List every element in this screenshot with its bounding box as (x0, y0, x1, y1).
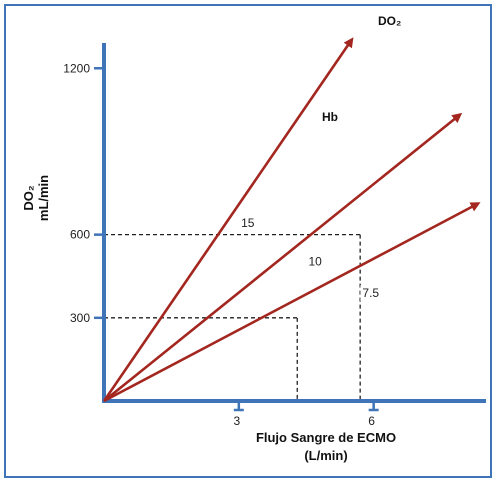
series-label-bg-hb-7.5 (360, 285, 382, 302)
series-line-hb-7.5 (103, 202, 481, 403)
legend-title-hb: Hb (322, 110, 338, 124)
x-axis-title-line2: (L/min) (304, 448, 347, 463)
series-label-bg-hb-15 (239, 215, 257, 232)
series-label-bg-hb-10 (306, 253, 325, 270)
y-tick-label-600: 600 (70, 228, 90, 242)
series-line-hb-10 (103, 112, 463, 403)
y-axis-title-line1: DO₂ (21, 185, 36, 211)
chart-title: DO₂ (378, 14, 401, 28)
y-tick-label-1200: 1200 (63, 61, 90, 75)
y-axis-title-line2: mL/min (36, 175, 51, 221)
series-line-hb-15 (102, 37, 354, 402)
series-label-hb-7.5: 7.5 (362, 286, 379, 300)
y-tick-label-300: 300 (70, 311, 90, 325)
series-label-hb-15: 15 (241, 216, 255, 230)
series-label-hb-10: 10 (308, 255, 322, 269)
x-tick-label-3: 3 (233, 414, 240, 428)
x-axis-title-line1: Flujo Sangre de ECMO (256, 430, 396, 445)
x-tick-label-6: 6 (368, 414, 375, 428)
